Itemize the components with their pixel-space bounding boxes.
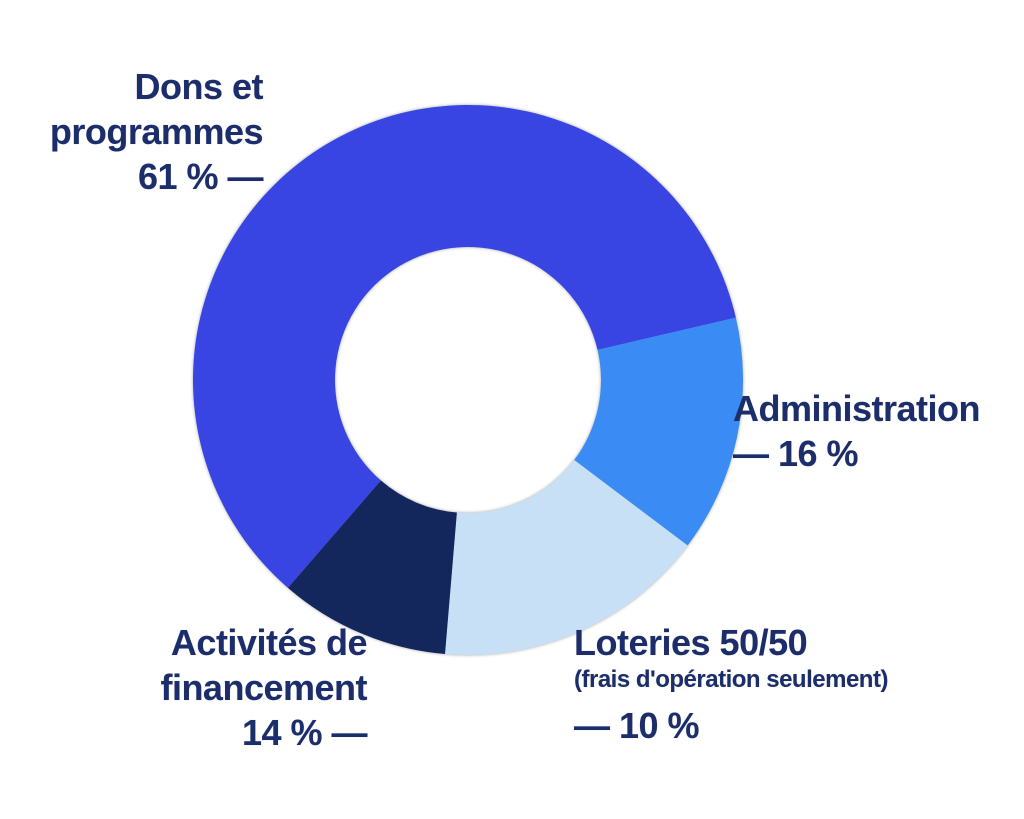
- label-dons-et-programmes: Dons et programmes 61 % —: [49, 64, 264, 199]
- label-line: financement: [160, 667, 367, 708]
- slice-activites-de-financement: [287, 480, 457, 655]
- label-line: Loteries 50/50: [574, 622, 808, 663]
- label-line: Activités de: [170, 622, 368, 663]
- label-line: Administration: [733, 388, 981, 429]
- label-value: 14 % —: [241, 712, 368, 753]
- label-subline: (frais d'opération seulement): [574, 666, 888, 693]
- label-loteries-50-50: Loteries 50/50 (frais d'opération seulem…: [574, 620, 888, 748]
- label-value: 61 % —: [137, 156, 264, 197]
- slice-dons-et-programmes: [193, 104, 736, 588]
- label-administration: Administration — 16 %: [733, 386, 981, 476]
- label-value: — 10 %: [574, 705, 700, 746]
- label-activites-de-financement: Activités de financement 14 % —: [160, 620, 367, 755]
- label-value: — 16 %: [733, 433, 859, 474]
- slice-administration: [574, 317, 743, 546]
- label-line: Dons et: [134, 66, 263, 107]
- slice-loteries-50-50: [444, 460, 688, 655]
- label-line: programmes: [49, 111, 264, 152]
